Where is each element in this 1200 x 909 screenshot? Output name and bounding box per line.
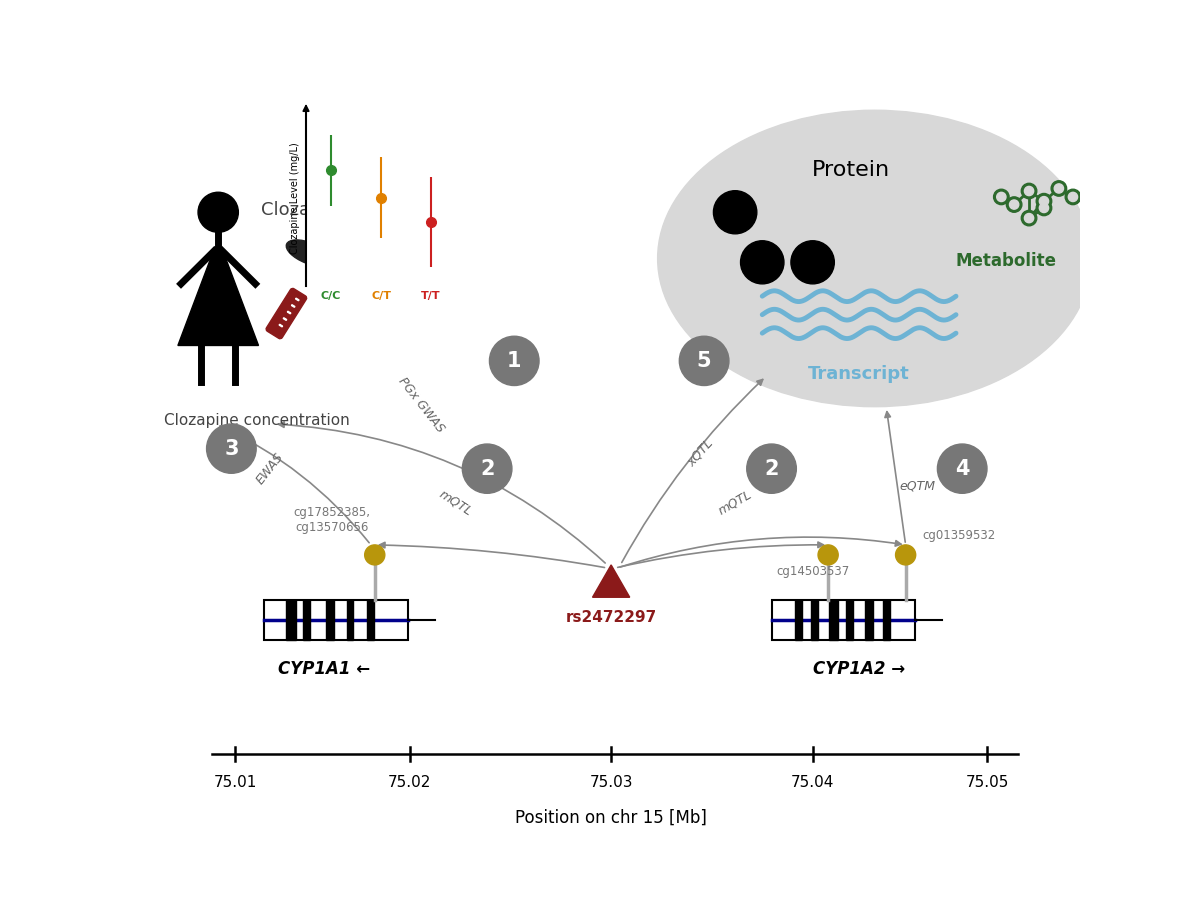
Bar: [846, 600, 853, 640]
Ellipse shape: [310, 248, 331, 267]
Text: Protein: Protein: [812, 160, 890, 180]
Circle shape: [937, 444, 986, 494]
Text: mQTL: mQTL: [437, 487, 475, 518]
Circle shape: [462, 444, 512, 494]
FancyArrow shape: [295, 298, 299, 301]
Circle shape: [679, 336, 728, 385]
Circle shape: [1037, 200, 1051, 215]
Text: Clozapine concentration: Clozapine concentration: [164, 413, 349, 427]
Circle shape: [1039, 196, 1049, 205]
FancyArrow shape: [280, 325, 282, 327]
Text: cg17852385,
cg13570656: cg17852385, cg13570656: [294, 506, 371, 534]
FancyBboxPatch shape: [266, 288, 307, 339]
Text: PGx GWAS: PGx GWAS: [396, 375, 446, 435]
Circle shape: [746, 444, 797, 494]
Circle shape: [198, 192, 239, 233]
Text: 75.05: 75.05: [965, 775, 1009, 790]
Text: 75.02: 75.02: [388, 775, 431, 790]
Text: EWAS: EWAS: [254, 451, 287, 487]
Text: CYP1A2 →: CYP1A2 →: [814, 661, 905, 678]
Bar: [304, 600, 310, 640]
Bar: [264, 600, 408, 640]
Text: Transcript: Transcript: [809, 365, 910, 383]
Text: 75.03: 75.03: [589, 775, 632, 790]
Circle shape: [1037, 194, 1051, 209]
Text: 5: 5: [697, 351, 712, 371]
Circle shape: [997, 193, 1006, 202]
Bar: [865, 600, 874, 640]
Bar: [883, 600, 889, 640]
Text: 2: 2: [764, 459, 779, 479]
Bar: [286, 600, 296, 640]
Bar: [325, 600, 334, 640]
Bar: [829, 600, 838, 640]
Text: Clozapine: Clozapine: [260, 201, 349, 219]
Ellipse shape: [658, 110, 1092, 406]
Text: rs2472297: rs2472297: [565, 610, 656, 624]
Text: CYP1A1 ←: CYP1A1 ←: [278, 661, 371, 678]
Circle shape: [818, 544, 839, 564]
Circle shape: [1007, 197, 1022, 213]
Text: 75.04: 75.04: [791, 775, 834, 790]
Bar: [347, 600, 353, 640]
Circle shape: [740, 241, 784, 284]
Circle shape: [791, 241, 834, 284]
Polygon shape: [178, 251, 258, 345]
Circle shape: [1025, 186, 1033, 195]
Text: Position on chr 15 [Mb]: Position on chr 15 [Mb]: [515, 809, 707, 827]
Text: 3: 3: [224, 439, 239, 459]
Circle shape: [1021, 210, 1037, 225]
Circle shape: [1021, 184, 1037, 199]
Polygon shape: [593, 564, 630, 597]
FancyArrow shape: [283, 318, 287, 320]
Text: Metabolite: Metabolite: [956, 252, 1057, 270]
Text: 2: 2: [480, 459, 494, 479]
Text: mQTL: mQTL: [716, 488, 755, 517]
Circle shape: [1025, 214, 1033, 223]
Circle shape: [490, 336, 539, 385]
Text: eQTM: eQTM: [899, 479, 935, 492]
Circle shape: [1051, 181, 1067, 196]
Text: 1: 1: [508, 351, 522, 371]
Y-axis label: Clozapine Level (mg/L): Clozapine Level (mg/L): [290, 142, 300, 254]
Circle shape: [895, 544, 916, 564]
Bar: [772, 600, 916, 640]
Bar: [367, 600, 373, 640]
Circle shape: [1039, 204, 1049, 213]
Circle shape: [365, 544, 385, 564]
Text: cg14503537: cg14503537: [776, 565, 850, 578]
Circle shape: [1055, 184, 1063, 193]
Circle shape: [1066, 189, 1081, 205]
Bar: [811, 600, 817, 640]
Text: xQTL: xQTL: [685, 437, 715, 469]
Circle shape: [994, 189, 1009, 205]
Text: 4: 4: [955, 459, 970, 479]
FancyArrow shape: [287, 311, 290, 314]
Text: cg01359532: cg01359532: [923, 529, 996, 542]
Ellipse shape: [287, 240, 331, 266]
Circle shape: [714, 191, 757, 234]
Circle shape: [1068, 193, 1078, 202]
Circle shape: [1009, 200, 1019, 209]
Bar: [796, 600, 802, 640]
Text: 75.01: 75.01: [214, 775, 257, 790]
Circle shape: [206, 424, 256, 474]
FancyArrow shape: [292, 305, 295, 307]
